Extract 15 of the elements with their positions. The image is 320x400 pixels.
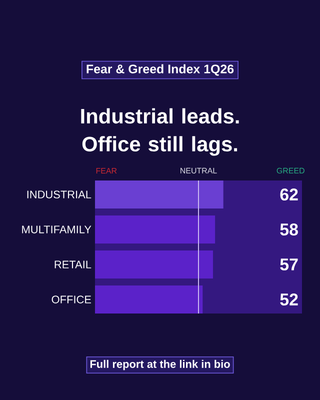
chart-subtitle: Industrial leads. Office still lags. [81, 108, 239, 156]
bar [95, 180, 224, 209]
data-label: 62 [280, 188, 298, 201]
y-tick-label: RETAIL [54, 260, 92, 268]
data-label: 57 [280, 258, 298, 270]
text: Full report at the link in bio [90, 360, 230, 370]
data-label: 52 [280, 294, 298, 306]
bar [95, 250, 213, 278]
bar [95, 286, 203, 314]
bar [95, 216, 216, 244]
y-tick-label: MULTIFAMILY [22, 226, 92, 234]
data-label: 58 [280, 224, 298, 236]
y-tick-label: OFFICE [52, 296, 92, 304]
chart-title: Fear & Greed Index 1Q26 [86, 64, 234, 76]
y-tick-label: INDUSTRIAL [27, 190, 92, 198]
